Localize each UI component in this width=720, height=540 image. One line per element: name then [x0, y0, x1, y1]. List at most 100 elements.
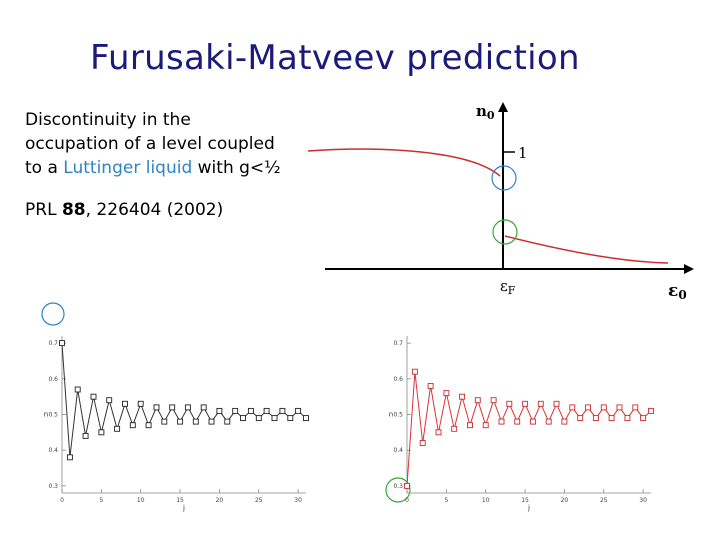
left-data-point: [287, 415, 294, 422]
left-series-line: [61, 343, 307, 458]
left-y-tick-label: 0.4: [48, 447, 58, 454]
left-data-point: [303, 415, 309, 422]
x-axis-arrow-icon: [684, 264, 694, 274]
left-data-point: [153, 404, 160, 411]
right-data-point: [506, 400, 513, 407]
right-data-point: [600, 404, 607, 411]
occupation-diagram: n0 1 εF ε0: [307, 102, 694, 302]
left-data-point: [255, 415, 262, 422]
right-data-point: [616, 404, 623, 411]
right-data-point: [435, 429, 442, 436]
left-plot-highlight-circle: [41, 302, 65, 326]
left-data-point: [145, 422, 152, 429]
description-line-3-post: with g<½: [192, 158, 281, 178]
left-data-point: [66, 454, 73, 461]
right-plot-highlight-circle: [385, 477, 411, 503]
right-data-point: [467, 422, 473, 429]
fermi-energy-label: εF: [500, 277, 516, 297]
right-data-point: [411, 368, 418, 375]
right-data-point: [553, 400, 560, 407]
right-data-point: [419, 440, 426, 446]
right-data-point: [537, 400, 544, 407]
left-data-point: [106, 397, 113, 404]
right-y-tick-label: 0.6: [393, 376, 403, 383]
left-data-point: [129, 422, 136, 429]
right-data-point: [632, 404, 639, 411]
right-x-axis-label: j: [527, 504, 530, 512]
y-axis-arrow-icon: [498, 102, 508, 112]
left-x-tick-label: 5: [99, 497, 103, 504]
left-x-axis-label: j: [182, 504, 185, 512]
left-data-point: [74, 386, 81, 393]
description-line-3: to a Luttinger liquid with g<½: [25, 156, 281, 180]
right-data-point: [482, 422, 489, 429]
left-data-point: [247, 407, 254, 414]
left-data-point: [192, 418, 199, 425]
left-data-point: [200, 404, 207, 411]
left-data-point: [271, 415, 278, 422]
right-data-point: [529, 418, 536, 425]
right-data-point: [443, 390, 450, 397]
right-data-point: [404, 482, 410, 489]
right-x-tick-label: 15: [521, 497, 529, 504]
right-data-point: [522, 400, 529, 407]
left-data-point: [82, 432, 89, 439]
reference-journal: PRL: [25, 200, 62, 220]
left-data-point: [295, 407, 302, 414]
right-data-point: [561, 418, 568, 425]
left-data-point: [122, 400, 128, 407]
reference-volume: 88: [61, 200, 86, 220]
description-text: Discontinuity in the occupation of a lev…: [25, 108, 281, 180]
left-x-tick-label: 0: [60, 497, 64, 504]
right-data-point: [514, 418, 521, 425]
left-data-point: [184, 404, 191, 411]
y-axis-label: n0: [476, 102, 495, 122]
right-data-point: [459, 393, 466, 400]
right-x-tick-label: 5: [444, 497, 448, 504]
right-data-point: [498, 418, 505, 425]
left-data-point: [90, 393, 97, 400]
right-data-point: [577, 415, 584, 422]
left-y-tick-label: 0.3: [48, 483, 58, 490]
right-data-point: [427, 383, 434, 389]
description-line-3-pre: to a: [25, 158, 64, 178]
right-series-line: [406, 371, 652, 486]
description-line-2: occupation of a level coupled: [25, 134, 275, 154]
left-data-point: [137, 400, 144, 407]
right-data-point: [545, 418, 552, 425]
page-title: Furusaki-Matveev prediction: [90, 38, 580, 78]
right-data-point: [648, 407, 654, 414]
left-data-point: [279, 407, 286, 414]
right-data-point: [608, 415, 615, 422]
tick-one-label: 1: [518, 144, 528, 162]
left-y-axis-label: n: [44, 411, 48, 419]
occupation-plot-left: 0.3 0.4 0.5 0.6 0.7 0 5 10 15 20 25 30 j n: [44, 336, 309, 512]
reference-page-year: , 226404 (2002): [85, 200, 224, 220]
left-data-point: [216, 407, 223, 414]
right-x-tick-label: 0: [405, 497, 409, 504]
left-x-tick-label: 20: [216, 497, 224, 504]
right-x-tick-label: 25: [600, 497, 608, 504]
right-data-point: [569, 404, 576, 411]
right-data-point: [624, 415, 631, 422]
discontinuity-circle-blue: [491, 165, 517, 191]
right-x-tick-label: 10: [482, 497, 490, 504]
right-y-tick-label: 0.5: [393, 412, 403, 419]
occupation-plot-right: 0.3 0.4 0.5 0.6 0.7 0 5 10 15 20 25 30 j n: [389, 336, 654, 512]
left-data-point: [169, 404, 176, 411]
left-x-tick-label: 10: [137, 497, 145, 504]
right-y-tick-label: 0.3: [393, 483, 403, 490]
left-data-point: [208, 418, 215, 425]
right-data-point: [640, 415, 647, 422]
right-data-point: [451, 425, 458, 432]
occupation-curve-left: [307, 148, 501, 177]
left-data-point: [59, 340, 65, 347]
left-data-point: [177, 418, 184, 425]
right-y-tick-label: 0.4: [393, 447, 403, 454]
left-data-point: [114, 425, 121, 432]
left-y-tick-label: 0.7: [48, 340, 58, 347]
reference-citation: PRL 88, 226404 (2002): [25, 200, 223, 220]
left-data-point: [263, 407, 270, 414]
description-line-1: Discontinuity in the: [25, 110, 191, 130]
